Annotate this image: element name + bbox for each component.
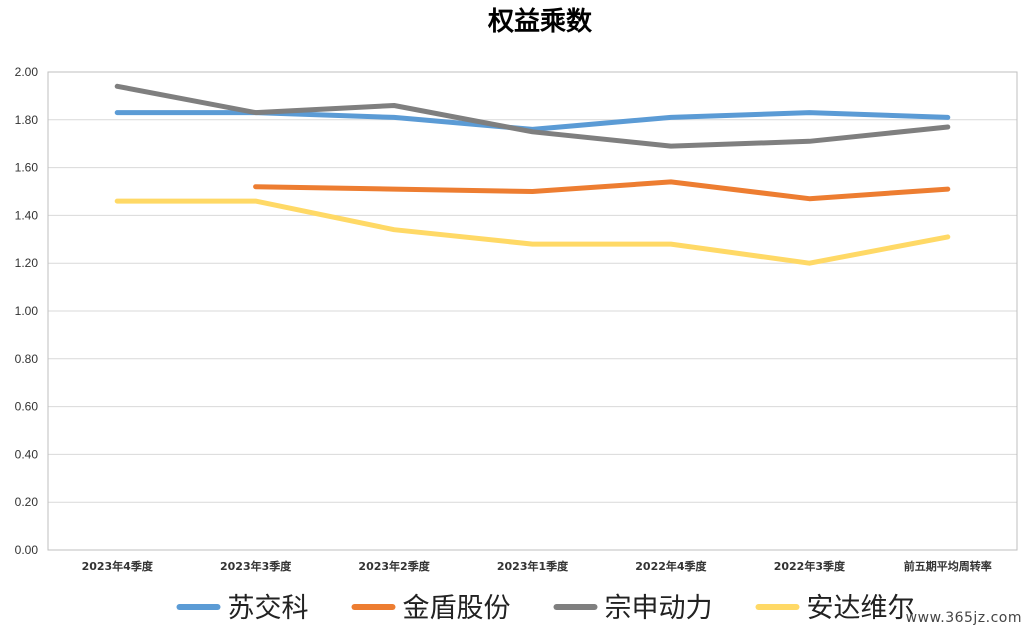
x-tick-label: 2022年4季度 [635, 559, 707, 573]
series-line-1 [253, 179, 951, 202]
series-line-0 [114, 110, 951, 132]
y-tick-label: 0.20 [15, 495, 39, 509]
plot-area-border [47, 71, 1018, 551]
y-tick-label: 1.40 [15, 208, 39, 222]
y-tick-label: 1.00 [15, 304, 39, 318]
legend: 苏交科 金盾股份 宗申动力 安达维尔 [176, 593, 915, 624]
series-line-2 [114, 83, 951, 149]
legend-label: 苏交科 [228, 593, 309, 624]
watermark: www.365jz.com [905, 610, 1022, 626]
y-axis-ticks: 0.00 0.20 0.40 0.60 0.80 1.00 1.20 1.40 1.60 1.80… [15, 65, 39, 557]
series-line-3 [114, 198, 951, 266]
x-tick-label: 2023年4季度 [82, 559, 154, 573]
legend-label: 安达维尔 [807, 593, 915, 624]
x-tick-label: 前五期平均周转率 [904, 559, 992, 573]
y-tick-label: 1.60 [15, 161, 39, 175]
y-tick-label: 1.80 [15, 113, 39, 127]
y-tick-label: 0.80 [15, 352, 39, 366]
y-tick-label: 1.20 [15, 256, 39, 270]
series-lines [114, 83, 951, 266]
y-tick-label: 0.00 [15, 543, 39, 557]
grid-lines [47, 71, 1018, 551]
x-tick-label: 2023年3季度 [220, 559, 292, 573]
x-tick-label: 2023年2季度 [358, 559, 430, 573]
y-tick-label: 0.60 [15, 400, 39, 414]
y-tick-label: 0.40 [15, 447, 39, 461]
legend-label: 金盾股份 [403, 593, 511, 624]
chart-title: 权益乘数 [487, 7, 593, 37]
x-tick-label: 2022年3季度 [774, 559, 846, 573]
legend-label: 宗申动力 [605, 593, 713, 624]
x-tick-label: 2023年1季度 [497, 559, 569, 573]
x-axis-ticks: 2023年4季度 2023年3季度 2023年2季度 2023年1季度 2022年4季度… [82, 559, 992, 573]
y-tick-label: 2.00 [15, 65, 39, 79]
